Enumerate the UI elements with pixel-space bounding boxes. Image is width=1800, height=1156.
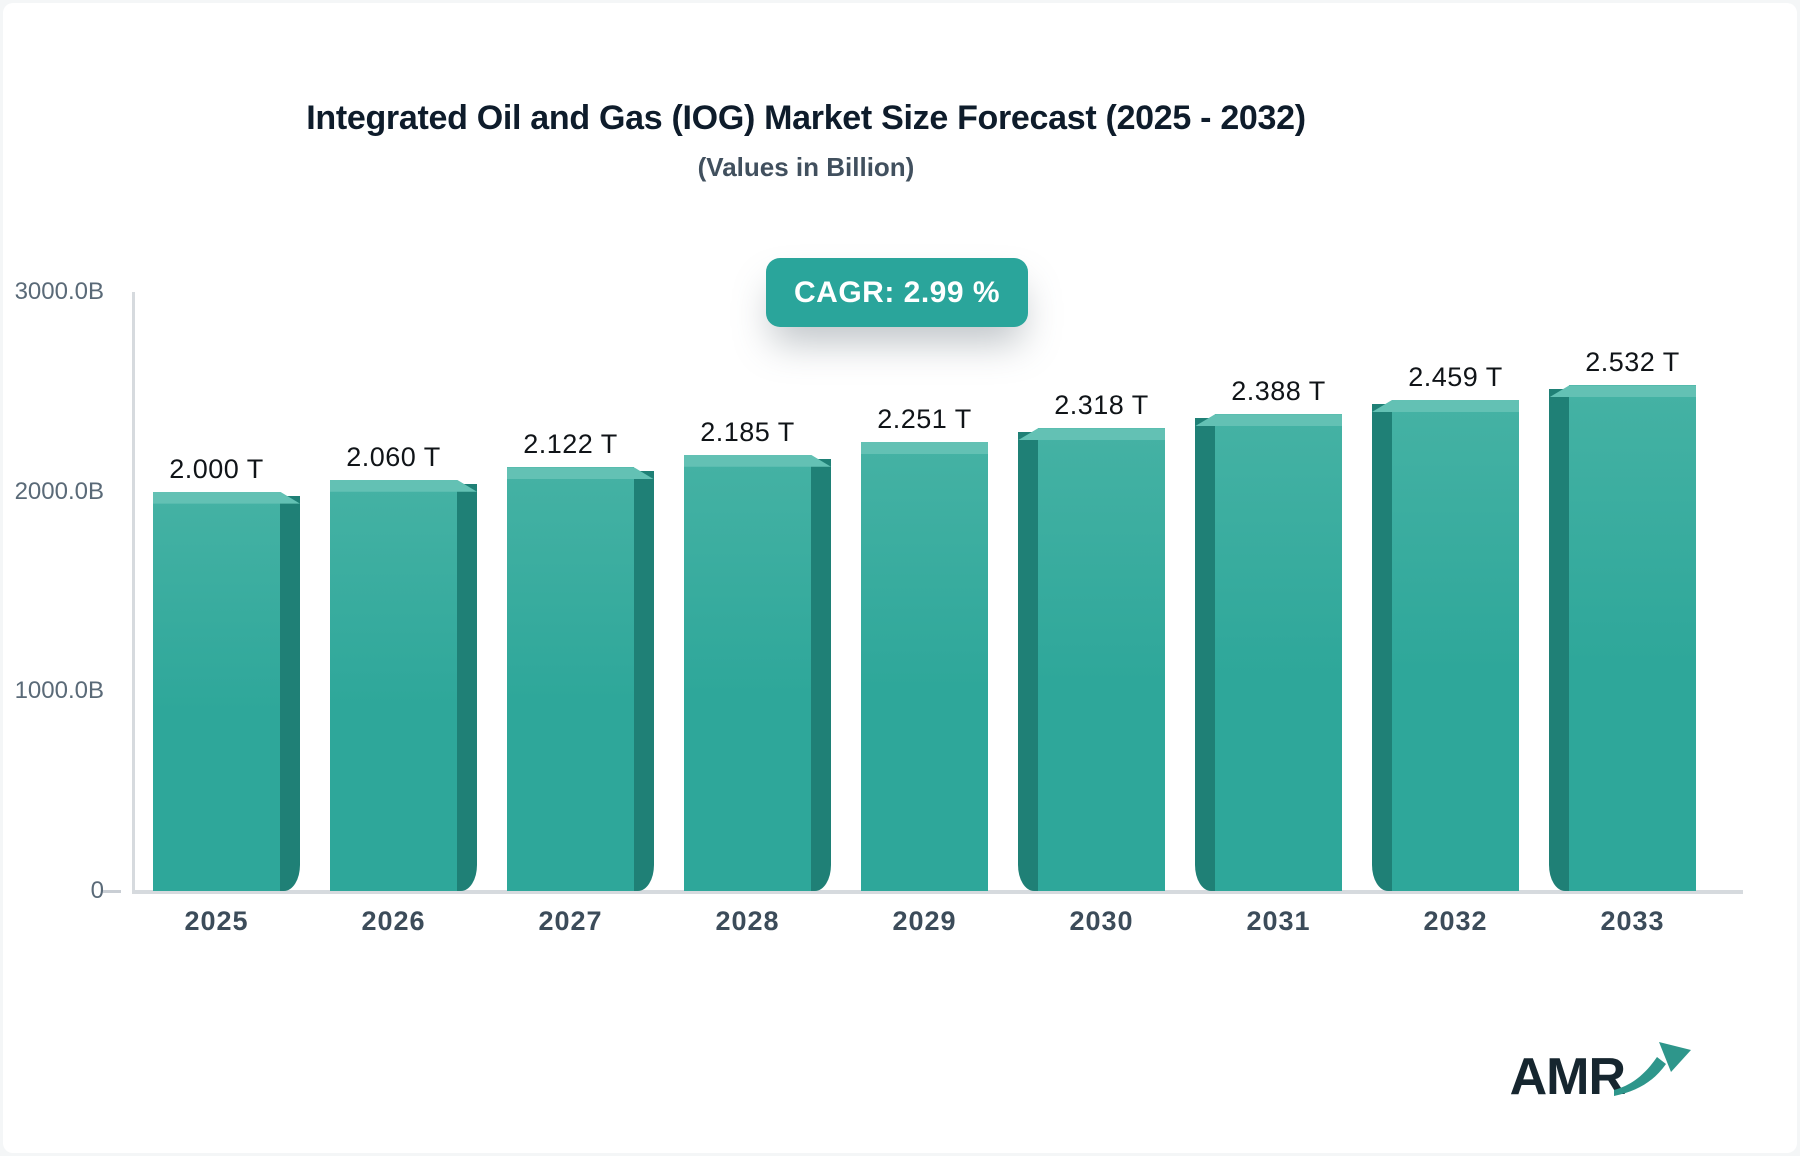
x-axis-line <box>132 890 1743 894</box>
x-axis-label: 2026 <box>361 906 426 936</box>
x-axis-label: 2031 <box>1246 906 1311 936</box>
bar-value-label: 2.122 T <box>523 429 618 460</box>
chart-title: Integrated Oil and Gas (IOG) Market Size… <box>306 99 1306 137</box>
bar-2025: 2.000 T 2025 <box>153 454 300 936</box>
bar-value-label: 2.318 T <box>1054 390 1149 421</box>
trend-up-arrow-icon <box>1614 1042 1691 1096</box>
bar-top-face <box>507 467 654 480</box>
y-axis-line <box>132 292 135 893</box>
bar-top-face <box>684 454 831 467</box>
bar-side-face <box>1549 389 1569 891</box>
bar-2027: 2.122 T 2027 <box>507 429 654 936</box>
y-axis-label: 3000.0B <box>14 278 104 305</box>
x-axis-label: 2025 <box>184 906 249 936</box>
bar-2032: 2.459 T 2032 <box>1372 362 1519 936</box>
x-axis-label: 2033 <box>1600 906 1665 936</box>
bar-value-label: 2.532 T <box>1585 347 1680 378</box>
y-axis-label: 1000.0B <box>14 677 104 705</box>
x-axis-label: 2028 <box>715 906 780 936</box>
x-axis-label: 2032 <box>1423 906 1488 936</box>
bar-side-face <box>1195 418 1215 891</box>
bar-value-label: 2.459 T <box>1408 362 1503 393</box>
zero-tick-mark <box>103 890 121 893</box>
bar-side-face <box>457 483 477 891</box>
bar-top-face <box>1372 400 1519 413</box>
bar-side-face <box>1018 432 1038 891</box>
y-axis-label: 0 <box>90 877 104 904</box>
bar-value-label: 2.060 T <box>346 441 441 472</box>
bar-2026: 2.060 T 2026 <box>330 442 477 936</box>
bar-top-face <box>330 479 477 492</box>
amr-logo-text: AMR <box>1509 1048 1626 1106</box>
bar-side-face <box>811 458 831 891</box>
bar-value-label: 2.185 T <box>700 416 795 447</box>
bar-value-label: 2.388 T <box>1231 376 1326 407</box>
bar-value-label: 2.251 T <box>877 403 972 434</box>
bar-side-face <box>1372 404 1392 891</box>
bar-top-face <box>1195 414 1342 427</box>
bar-2031: 2.388 T 2031 <box>1195 376 1342 936</box>
bar-2030: 2.318 T 2030 <box>1018 390 1165 936</box>
y-axis-label: 2000.0B <box>14 477 104 505</box>
bar-side-face <box>634 471 654 891</box>
bar-top-face <box>153 491 300 504</box>
bar-top-face <box>1018 428 1165 441</box>
x-axis-label: 2029 <box>892 906 957 936</box>
chart-subtitle: (Values in Billion) <box>697 152 915 182</box>
bar-2029: 2.251 T 2029 <box>861 404 988 936</box>
x-axis-label: 2027 <box>538 906 603 936</box>
bar-2028: 2.185 T 2028 <box>684 417 831 936</box>
bar-2033: 2.532 T 2033 <box>1549 347 1696 936</box>
chart-card: Integrated Oil and Gas (IOG) Market Size… <box>3 3 1797 1153</box>
bar-value-label: 2.000 T <box>169 453 264 484</box>
cagr-badge: CAGR: 2.99 % <box>766 258 1029 327</box>
amr-logo: AMR <box>1510 1039 1695 1103</box>
x-axis-label: 2030 <box>1069 906 1134 936</box>
bar-top-face <box>1549 385 1696 398</box>
bar-top-face <box>861 441 988 454</box>
bar-side-face <box>280 495 300 891</box>
plot-area: 2.000 T 2025 2.060 T 2026 2.122 T 2027 2.185 T… <box>15 278 1743 936</box>
